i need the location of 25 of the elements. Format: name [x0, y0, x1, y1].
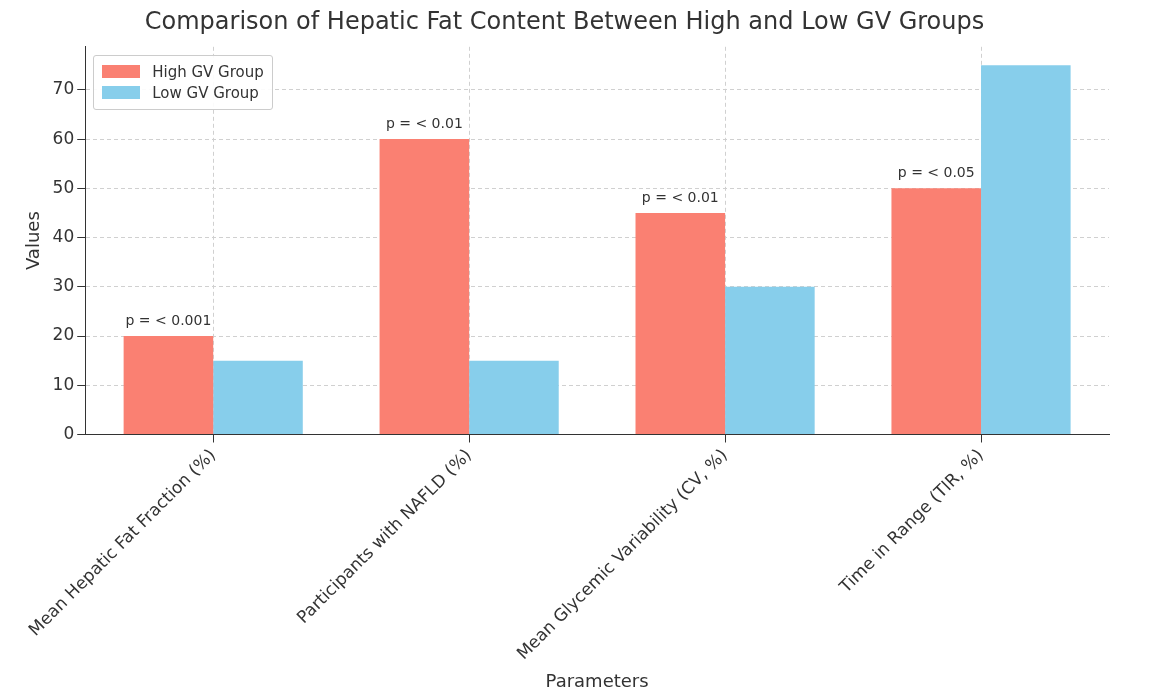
bar [379, 139, 470, 434]
bar [213, 360, 303, 434]
annotation: p = < 0.01 [385, 114, 463, 131]
bar [891, 188, 982, 434]
y-axis-title: Values [22, 211, 44, 271]
y-tick-label: 30 [52, 275, 75, 296]
legend-label: Low GV Group [152, 83, 259, 102]
y-tick-label: 0 [63, 422, 75, 443]
bar [981, 65, 1071, 434]
bar [725, 286, 815, 434]
y-tick-label: 40 [52, 225, 75, 246]
bar [123, 336, 214, 434]
y-tick-label: 60 [52, 127, 75, 148]
y-tick-label: 10 [52, 373, 75, 394]
x-axis-title: Parameters [545, 669, 649, 691]
annotation: p = < 0.001 [125, 311, 212, 328]
annotation: p = < 0.01 [641, 188, 719, 205]
legend-label: High GV Group [152, 62, 264, 81]
chart-title: Comparison of Hepatic Fat Content Between High and Low GV Groups [144, 6, 985, 35]
y-tick-label: 70 [52, 78, 75, 99]
y-tick-label: 50 [52, 176, 75, 197]
annotation: p = < 0.05 [897, 163, 975, 180]
y-tick-label: 20 [52, 324, 75, 345]
bar [635, 212, 726, 434]
bar [469, 360, 559, 434]
